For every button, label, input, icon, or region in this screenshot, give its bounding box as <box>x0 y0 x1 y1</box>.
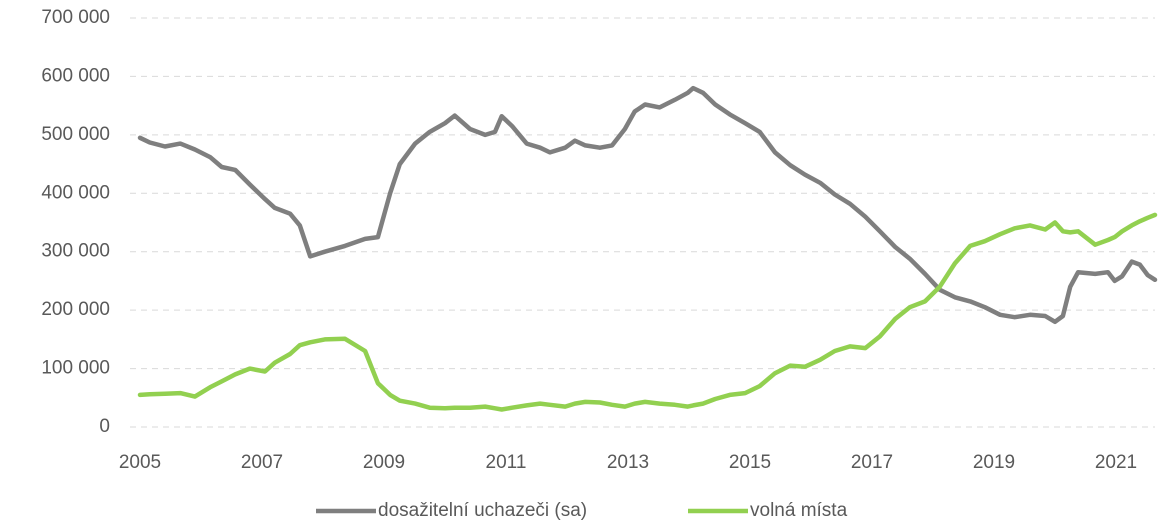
y-tick-label: 0 <box>99 416 110 437</box>
x-tick-label: 2017 <box>851 452 893 473</box>
y-tick-label: 600 000 <box>41 65 110 86</box>
x-tick-label: 2019 <box>973 452 1015 473</box>
x-tick-label: 2005 <box>119 452 161 473</box>
x-tick-label: 2015 <box>729 452 771 473</box>
series-line <box>137 85 1158 325</box>
x-tick-label: 2011 <box>486 452 527 473</box>
x-tick-label: 2021 <box>1095 452 1137 473</box>
series-line <box>137 212 1158 412</box>
y-tick-label: 400 000 <box>41 182 110 203</box>
x-tick-label: 2013 <box>607 452 649 473</box>
y-tick-label: 200 000 <box>41 299 110 320</box>
legend-label: volná místa <box>750 500 848 521</box>
x-tick-label: 2009 <box>363 452 405 473</box>
y-tick-label: 500 000 <box>41 124 110 145</box>
legend-label: dosažitelní uchazeči (sa) <box>378 500 587 521</box>
y-tick-label: 100 000 <box>41 358 110 379</box>
y-tick-label: 300 000 <box>41 241 110 262</box>
y-tick-label: 700 000 <box>41 7 110 28</box>
x-tick-label: 2007 <box>241 452 283 473</box>
